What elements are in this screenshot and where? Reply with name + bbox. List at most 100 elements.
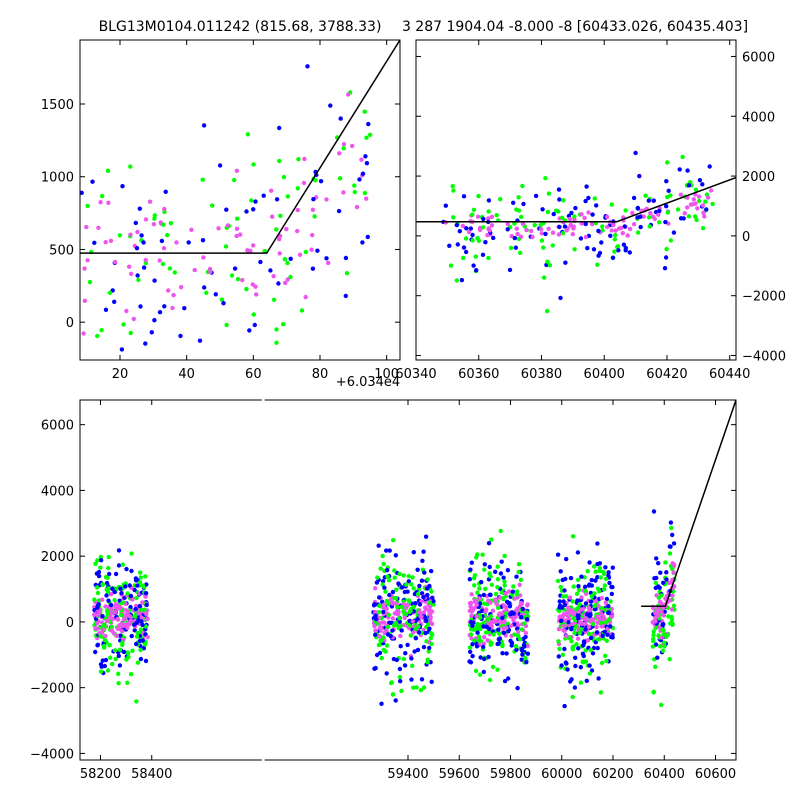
data-point	[402, 663, 408, 668]
panel-zoom-right: 3 287 1904.04 -8.000 -8 [60433.026, 6043…	[395, 19, 786, 382]
data-point	[581, 643, 586, 648]
data-point	[281, 322, 286, 327]
data-point	[686, 214, 692, 219]
data-point	[82, 266, 87, 271]
data-point	[117, 233, 123, 238]
data-point	[84, 224, 89, 230]
data-point	[599, 596, 604, 601]
data-point	[324, 256, 329, 261]
data-point	[572, 214, 577, 219]
data-point	[500, 615, 505, 621]
data-point	[665, 160, 670, 165]
data-point	[394, 587, 399, 592]
data-point	[581, 653, 586, 659]
data-point	[481, 624, 486, 629]
data-point	[577, 630, 582, 636]
data-point	[480, 552, 485, 557]
data-point	[258, 259, 263, 265]
data-point	[392, 575, 397, 580]
data-point	[481, 225, 486, 230]
data-point	[489, 214, 495, 219]
data-point	[431, 602, 436, 607]
y-tick-label: −2000	[30, 682, 74, 697]
data-point	[303, 249, 309, 255]
data-point	[599, 620, 604, 626]
data-point	[277, 158, 282, 164]
data-point	[602, 587, 607, 592]
data-point	[575, 598, 580, 603]
data-point	[556, 654, 561, 659]
data-point	[324, 197, 329, 202]
data-point	[299, 308, 305, 313]
data-point	[486, 209, 491, 214]
data-point	[98, 558, 104, 563]
data-point	[171, 292, 176, 298]
data-point	[100, 193, 105, 199]
data-point	[666, 580, 672, 586]
data-point	[647, 224, 652, 229]
data-point	[664, 179, 669, 184]
data-point	[366, 121, 371, 127]
data-point	[132, 587, 137, 593]
data-point	[593, 569, 598, 574]
data-point	[623, 208, 628, 213]
data-point	[667, 544, 672, 549]
y-tick-label: 1000	[41, 171, 74, 186]
data-point	[603, 576, 609, 582]
data-point	[675, 207, 681, 212]
data-point	[303, 294, 308, 300]
data-point	[455, 242, 460, 247]
data-point	[95, 642, 101, 647]
data-point	[372, 623, 377, 629]
data-point	[505, 621, 510, 626]
data-point	[415, 591, 421, 597]
data-point	[595, 637, 601, 642]
data-point	[616, 248, 621, 253]
data-point	[406, 598, 412, 603]
data-point	[425, 657, 430, 662]
data-point	[564, 228, 569, 233]
data-point	[558, 295, 563, 301]
data-point	[488, 600, 493, 605]
data-point	[477, 672, 483, 677]
data-point	[500, 651, 505, 656]
data-point	[473, 254, 478, 259]
data-point	[277, 251, 282, 256]
data-point	[599, 611, 604, 616]
data-point	[140, 622, 145, 628]
data-point	[487, 592, 493, 597]
data-point	[595, 262, 600, 267]
data-point	[486, 626, 492, 632]
data-point	[401, 608, 406, 614]
data-point	[592, 603, 597, 609]
data-point	[615, 244, 621, 249]
data-point	[216, 226, 221, 231]
data-point	[692, 214, 698, 219]
data-point	[128, 672, 134, 677]
data-point	[399, 628, 404, 633]
data-point	[604, 638, 609, 643]
data-point	[487, 564, 492, 570]
data-point	[606, 610, 611, 616]
data-point	[225, 223, 230, 228]
data-point	[393, 553, 398, 558]
data-point	[610, 584, 615, 590]
data-point	[381, 635, 386, 640]
data-point	[596, 253, 601, 258]
data-point	[108, 615, 113, 620]
data-point	[483, 630, 489, 635]
data-point	[611, 223, 616, 228]
data-point	[461, 255, 466, 261]
data-point	[363, 154, 368, 159]
data-point	[659, 702, 664, 708]
data-point	[555, 578, 561, 584]
data-point	[100, 582, 105, 587]
data-point	[665, 210, 670, 215]
data-point	[609, 634, 614, 640]
data-point	[631, 222, 637, 227]
data-point	[96, 602, 101, 607]
data-point	[451, 188, 456, 193]
data-point	[564, 556, 569, 562]
data-point	[525, 651, 531, 656]
x-tick-label: 60400	[584, 367, 625, 382]
